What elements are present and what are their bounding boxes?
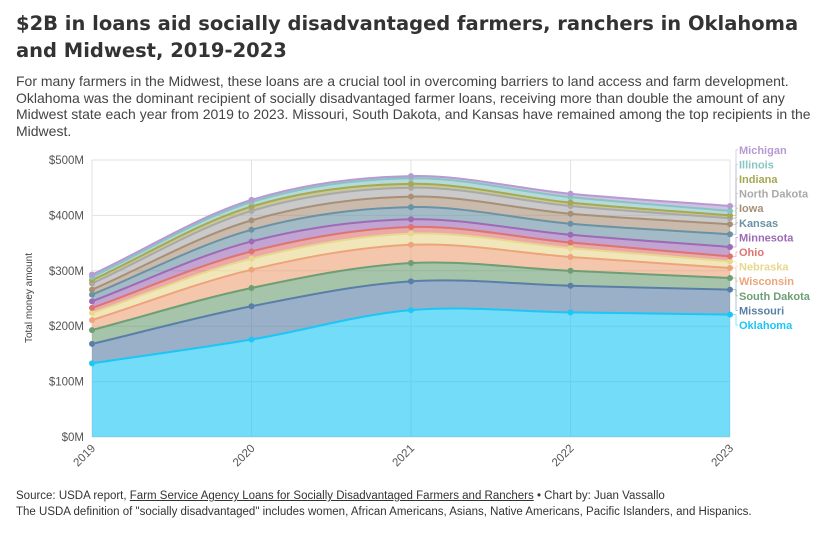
legend-label-indiana: Indiana bbox=[739, 174, 778, 186]
point-south-dakota[interactable] bbox=[89, 327, 95, 334]
chart-credit: • Chart by: Juan Vassallo bbox=[533, 490, 665, 502]
legend-connector bbox=[730, 277, 738, 297]
legend-connector bbox=[730, 260, 738, 267]
point-minnesota[interactable] bbox=[408, 216, 414, 223]
legend-connector bbox=[730, 237, 738, 248]
legend-connector bbox=[730, 314, 738, 326]
legend-label-illinois: Illinois bbox=[739, 159, 774, 171]
legend-connector bbox=[730, 289, 738, 311]
point-michigan[interactable] bbox=[89, 271, 95, 278]
legend-label-wisconsin: Wisconsin bbox=[739, 276, 794, 288]
point-kansas[interactable] bbox=[89, 291, 95, 298]
point-ohio[interactable] bbox=[567, 239, 574, 246]
point-minnesota[interactable] bbox=[567, 231, 574, 238]
y-tick-label: $200M bbox=[49, 321, 84, 333]
point-missouri[interactable] bbox=[567, 282, 574, 289]
point-ohio[interactable] bbox=[89, 304, 95, 311]
point-kansas[interactable] bbox=[248, 226, 255, 233]
legend: Oklahoma Missouri South Dakota Wisconsin Neb… bbox=[730, 145, 811, 332]
point-oklahoma[interactable] bbox=[248, 336, 255, 343]
legend-label-ohio: Ohio bbox=[739, 247, 764, 259]
chart-title: $2B in loans aid socially disadvantaged … bbox=[16, 12, 799, 62]
point-iowa[interactable] bbox=[89, 286, 95, 293]
area-wisconsin[interactable] bbox=[92, 244, 730, 331]
point-indiana[interactable] bbox=[248, 203, 255, 210]
point-missouri[interactable] bbox=[89, 340, 95, 347]
point-oklahoma[interactable] bbox=[408, 307, 414, 314]
x-tick-label: 2023 bbox=[710, 443, 737, 470]
legend-label-minnesota: Minnesota bbox=[739, 232, 794, 244]
legend-connector bbox=[730, 251, 738, 257]
point-nebraska[interactable] bbox=[248, 255, 255, 262]
source-prefix: Source: USDA report, bbox=[16, 490, 130, 502]
legend-label-kansas: Kansas bbox=[739, 218, 778, 230]
point-nebraska[interactable] bbox=[408, 230, 414, 237]
legend-label-north-dakota: North Dakota bbox=[739, 189, 809, 201]
legend-connector bbox=[730, 267, 738, 282]
y-axis-title: Total money amount bbox=[24, 253, 35, 343]
footer: Source: USDA report, Farm Service Agency… bbox=[16, 489, 821, 520]
area-missouri[interactable] bbox=[92, 280, 730, 364]
point-missouri[interactable] bbox=[408, 278, 414, 285]
point-wisconsin[interactable] bbox=[567, 253, 574, 260]
point-south-dakota[interactable] bbox=[408, 260, 414, 267]
point-nebraska[interactable] bbox=[567, 245, 574, 252]
point-south-dakota[interactable] bbox=[567, 267, 574, 274]
y-tick-label: $400M bbox=[49, 210, 84, 222]
point-nebraska[interactable] bbox=[89, 309, 95, 316]
data-points bbox=[89, 173, 733, 367]
point-ohio[interactable] bbox=[248, 248, 255, 255]
source-link[interactable]: Farm Service Agency Loans for Socially D… bbox=[129, 490, 534, 502]
y-tick-label: $100M bbox=[49, 377, 84, 389]
point-indiana[interactable] bbox=[408, 180, 414, 187]
legend-label-missouri: Missouri bbox=[739, 305, 784, 317]
x-tick-label: 2021 bbox=[391, 443, 418, 470]
point-minnesota[interactable] bbox=[248, 238, 255, 245]
legend-connector bbox=[730, 149, 738, 207]
point-indiana[interactable] bbox=[567, 199, 574, 206]
definition-note: The USDA definition of "socially disadva… bbox=[16, 505, 752, 518]
point-kansas[interactable] bbox=[567, 220, 574, 227]
y-tick-label: $300M bbox=[49, 266, 84, 278]
point-minnesota[interactable] bbox=[89, 298, 95, 305]
legend-label-michigan: Michigan bbox=[739, 145, 787, 157]
legend-label-iowa: Iowa bbox=[739, 203, 764, 215]
x-tick-label: 2020 bbox=[231, 443, 258, 470]
stacked-area-chart: $0M $100M $200M $300M $400M $500M 2019 2020 2021… bbox=[24, 145, 811, 470]
point-south-dakota[interactable] bbox=[248, 284, 255, 291]
point-oklahoma[interactable] bbox=[567, 309, 574, 316]
legend-label-oklahoma: Oklahoma bbox=[739, 320, 793, 332]
point-michigan[interactable] bbox=[408, 173, 414, 180]
point-wisconsin[interactable] bbox=[248, 266, 255, 273]
point-missouri[interactable] bbox=[248, 303, 255, 310]
point-iowa[interactable] bbox=[248, 217, 255, 224]
point-kansas[interactable] bbox=[408, 204, 414, 211]
point-oklahoma[interactable] bbox=[89, 360, 95, 367]
point-iowa[interactable] bbox=[567, 210, 574, 217]
x-tick-label: 2022 bbox=[550, 443, 577, 470]
point-wisconsin[interactable] bbox=[408, 241, 414, 248]
point-michigan[interactable] bbox=[567, 190, 574, 197]
chart-subtitle: For many farmers in the Midwest, these l… bbox=[16, 73, 811, 139]
legend-label-south-dakota: South Dakota bbox=[739, 291, 811, 303]
point-north-dakota[interactable] bbox=[248, 207, 255, 214]
y-tick-label: $0M bbox=[62, 432, 84, 444]
legend-label-nebraska: Nebraska bbox=[739, 262, 789, 274]
x-tick-label: 2019 bbox=[72, 443, 99, 470]
point-michigan[interactable] bbox=[248, 196, 255, 203]
point-ohio[interactable] bbox=[408, 224, 414, 231]
point-iowa[interactable] bbox=[408, 193, 414, 200]
y-tick-label: $500M bbox=[49, 155, 84, 167]
source-line: Source: USDA report, Farm Service Agency… bbox=[16, 489, 821, 505]
legend-connector bbox=[730, 222, 738, 235]
point-wisconsin[interactable] bbox=[89, 317, 95, 324]
